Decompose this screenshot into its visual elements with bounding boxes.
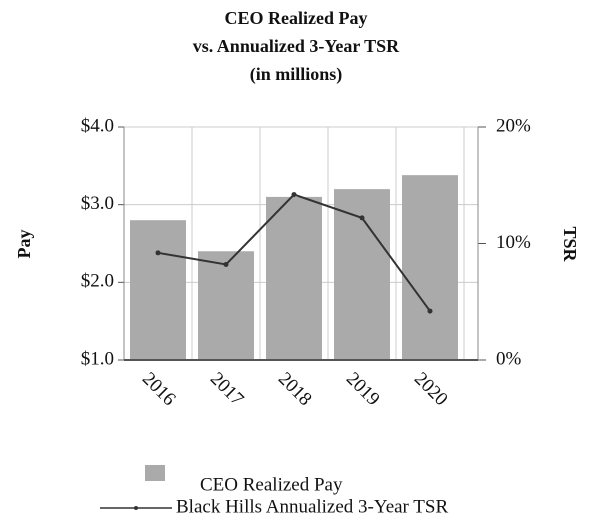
chart-title: vs. Annualized 3-Year TSR [193,36,400,56]
bar [198,251,254,360]
bar [402,175,458,360]
x-tick-label: 2019 [342,368,384,410]
x-tick-label: 2020 [410,368,452,410]
bar [266,196,322,360]
y-tick-label: $2.0 [81,271,114,292]
x-tick-label: 2017 [206,368,248,410]
line-point [427,308,433,314]
x-tick-label: 2016 [138,368,180,410]
line-point [359,215,365,221]
y2-tick-label: 10% [496,232,531,253]
bar [130,220,186,360]
y-axis-label: Pay [14,230,34,259]
bar [334,189,390,360]
y-tick-label: $1.0 [81,348,114,369]
legend-swatch [134,506,138,510]
line-point [291,192,297,198]
chart-title: (in millions) [250,64,343,85]
legend-swatch [145,465,165,481]
x-tick-label: 2018 [274,368,316,410]
line-point [223,261,229,267]
y-tick-label: $4.0 [81,115,114,136]
line-point [155,250,161,256]
y2-axis-label: TSR [560,226,580,262]
y2-tick-label: 0% [496,348,522,369]
y-tick-label: $3.0 [81,193,114,214]
y2-tick-label: 20% [496,115,531,136]
chart-title: CEO Realized Pay [225,8,368,28]
legend-label: CEO Realized Pay [200,474,343,495]
legend-label: Black Hills Annualized 3-Year TSR [176,496,448,517]
